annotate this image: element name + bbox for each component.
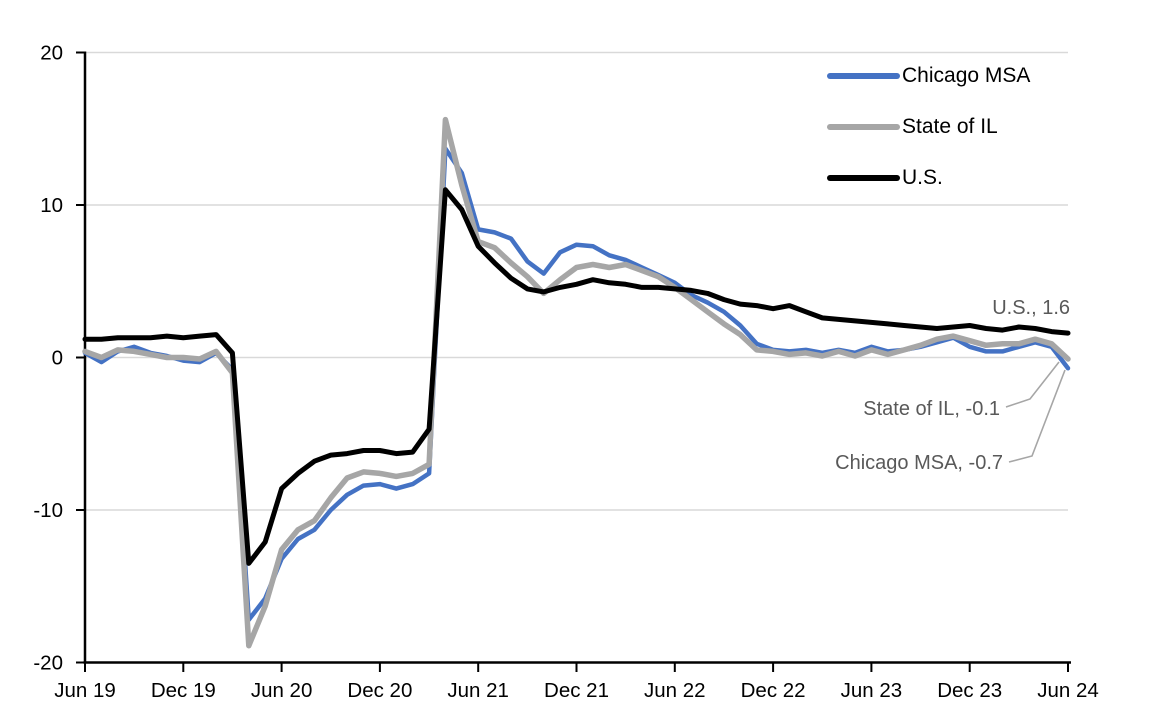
data-label-chicago-msa: Chicago MSA, -0.7 [835, 452, 1003, 474]
chicago-msa-leader-line [1008, 369, 1066, 463]
legend-label-chicago-msa: Chicago MSA [902, 64, 1031, 87]
x-tick-label-jun-23: Jun 23 [841, 679, 903, 702]
data-label-state-of-il: State of IL, -0.1 [863, 398, 1000, 420]
x-tick-label-jun-19: Jun 19 [54, 679, 116, 702]
y-tick-label--10: -10 [33, 499, 63, 522]
x-tick-label-jun-20: Jun 20 [251, 679, 313, 702]
state-of-il-leader-line [1005, 361, 1060, 408]
legend-swatch-chicago-msa [827, 72, 900, 79]
x-tick-label-dec-19: Dec 19 [151, 679, 216, 702]
series-line-u-s [82, 187, 1071, 566]
y-tick-label-20: 20 [40, 42, 63, 65]
x-tick-label-jun-22: Jun 22 [644, 679, 706, 702]
data-label-us: U.S., 1.6 [992, 297, 1070, 319]
y-tick-label--20: -20 [33, 652, 63, 675]
legend-label-state-of-il: State of IL [902, 115, 998, 138]
legend: Chicago MSA State of IL U.S. [827, 50, 1030, 203]
y-tick-label-0: 0 [52, 347, 63, 370]
legend-swatch-state-of-il [827, 123, 900, 130]
x-tick-label-jun-21: Jun 21 [447, 679, 509, 702]
x-tick-label-dec-20: Dec 20 [347, 679, 412, 702]
legend-item-state-of-il: State of IL [827, 101, 1030, 152]
legend-label-us: U.S. [902, 166, 943, 189]
x-tick-label-dec-22: Dec 22 [741, 679, 806, 702]
legend-item-chicago-msa: Chicago MSA [827, 50, 1030, 101]
y-tick-label-10: 10 [40, 194, 63, 217]
x-tick-label-dec-21: Dec 21 [544, 679, 609, 702]
legend-swatch-us [827, 174, 900, 181]
x-tick-label-dec-23: Dec 23 [937, 679, 1002, 702]
x-tick-label-jun-24: Jun 24 [1037, 679, 1099, 702]
series-line-state-of-il [82, 116, 1071, 649]
legend-item-us: U.S. [827, 152, 1030, 203]
